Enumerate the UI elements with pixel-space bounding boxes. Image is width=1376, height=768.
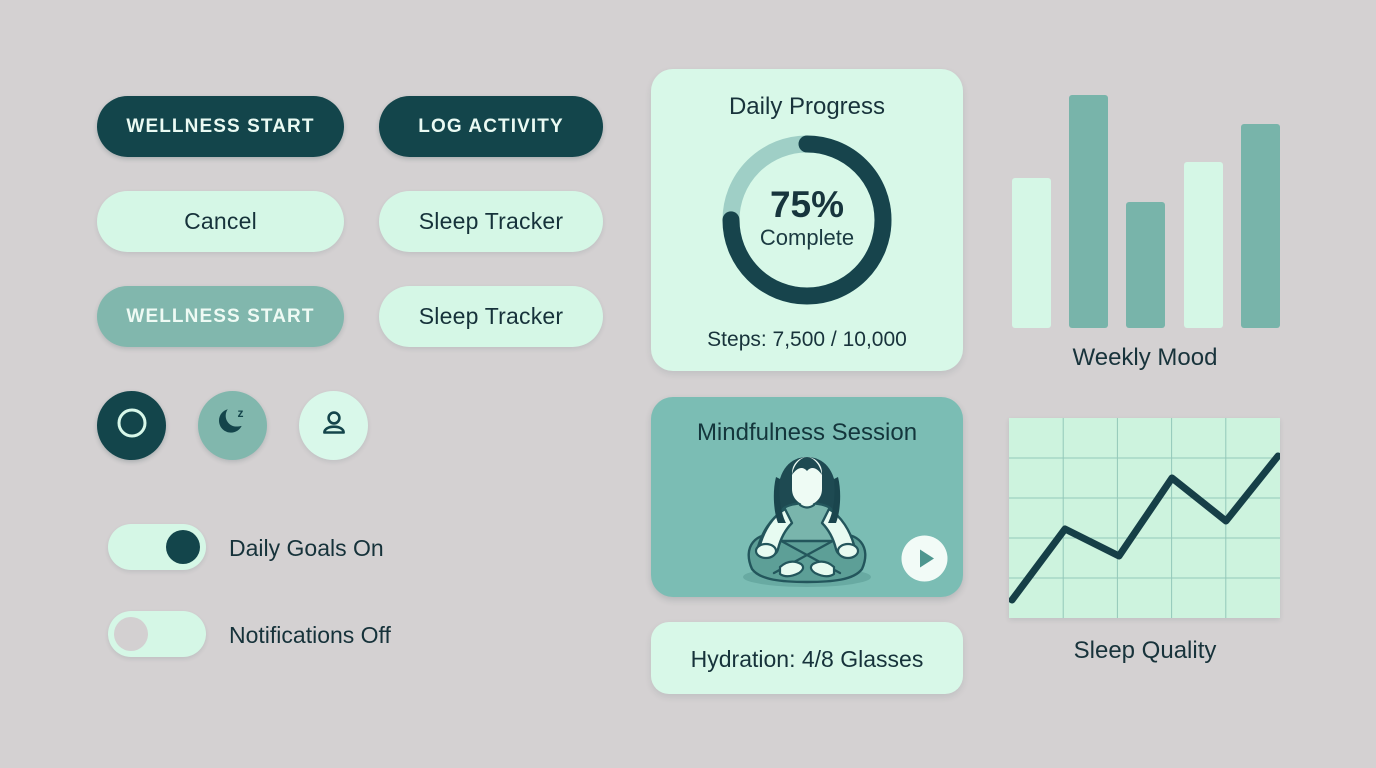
- bar-2: [1069, 95, 1108, 328]
- sleep-mode-button[interactable]: z: [198, 391, 267, 460]
- weekly-mood-chart: [1008, 88, 1282, 328]
- toggle-knob: [166, 530, 200, 564]
- play-icon: [901, 535, 948, 582]
- cancel-button[interactable]: Cancel: [97, 191, 344, 252]
- toggle-knob: [114, 617, 148, 651]
- ring-icon-button[interactable]: [97, 391, 166, 460]
- steps-caption: Steps: 7,500 / 10,000: [707, 328, 907, 351]
- sleep-quality-line: [1008, 452, 1282, 604]
- bar-5: [1241, 124, 1280, 328]
- daily-progress-card: Daily Progress 75% Complete Steps: 7,500…: [651, 69, 963, 371]
- sleep-tracker-label: Sleep Tracker: [418, 208, 564, 234]
- log-activity-label: LOG ACTIVITY: [418, 115, 564, 137]
- sleep-tracker-secondary-button[interactable]: Sleep Tracker: [379, 286, 603, 347]
- weekly-mood-label: Weekly Mood: [1072, 344, 1218, 371]
- wellness-start-disabled-button[interactable]: WELLNESS START: [97, 286, 344, 347]
- bar-3: [1126, 202, 1165, 328]
- bar-1: [1012, 178, 1051, 328]
- svg-text:z: z: [237, 406, 243, 420]
- notifications-toggle[interactable]: [108, 611, 206, 657]
- hydration-label: Hydration: 4/8 Glasses: [690, 646, 924, 672]
- moon-sleep-icon: z: [213, 403, 253, 448]
- profile-button[interactable]: [299, 391, 368, 460]
- bar-4: [1184, 162, 1223, 328]
- wellness-start-label: WELLNESS START: [126, 115, 315, 137]
- hydration-card[interactable]: Hydration: 4/8 Glasses: [651, 622, 963, 694]
- progress-ring: 75% Complete: [717, 130, 897, 310]
- sleep-tracker-button[interactable]: Sleep Tracker: [379, 191, 603, 252]
- daily-progress-title: Daily Progress: [728, 93, 886, 120]
- play-button[interactable]: [901, 535, 948, 582]
- log-activity-button[interactable]: LOG ACTIVITY: [379, 96, 603, 157]
- daily-goals-toggle-label: Daily Goals On: [229, 535, 384, 561]
- daily-goals-toggle[interactable]: [108, 524, 206, 570]
- sleep-quality-label: Sleep Quality: [1073, 637, 1217, 664]
- wellness-start-button[interactable]: WELLNESS START: [97, 96, 344, 157]
- mindfulness-card[interactable]: Mindfulness Session: [651, 397, 963, 597]
- mindfulness-title: Mindfulness Session: [696, 419, 918, 446]
- sleep-tracker-secondary-label: Sleep Tracker: [418, 303, 564, 329]
- sleep-quality-chart: [1008, 418, 1282, 618]
- user-profile-icon: [316, 405, 352, 446]
- wellness-start-disabled-label: WELLNESS START: [126, 305, 315, 327]
- meditation-illustration: [722, 449, 892, 591]
- cancel-label: Cancel: [184, 208, 257, 234]
- ring-icon: [113, 404, 151, 447]
- notifications-toggle-label: Notifications Off: [229, 622, 391, 648]
